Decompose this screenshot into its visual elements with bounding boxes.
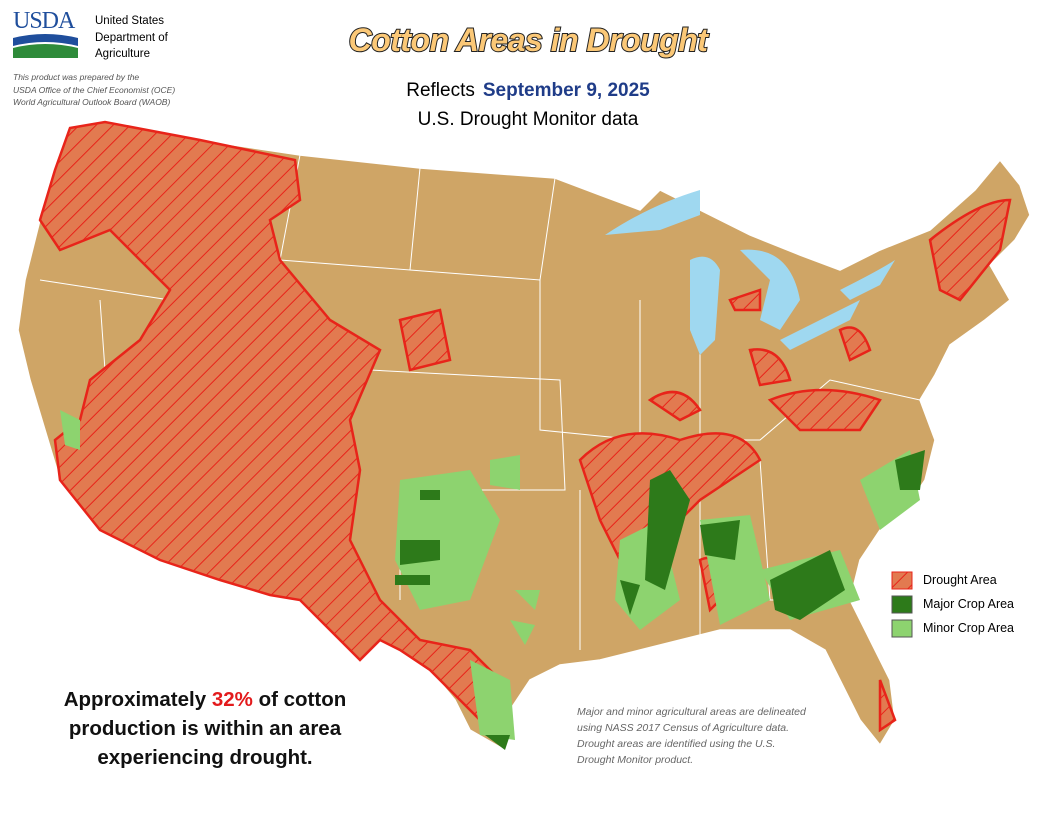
major-crop-areas bbox=[395, 450, 925, 750]
source: U.S. Drought Monitor data bbox=[417, 109, 639, 130]
agency: United States Department of Agriculture bbox=[95, 13, 168, 63]
swatch-minor bbox=[891, 619, 913, 638]
legend-label: Drought Area bbox=[923, 573, 997, 587]
lakes bbox=[230, 190, 895, 360]
legend-label: Major Crop Area bbox=[923, 597, 1015, 611]
summary: Approximately 32% of cotton production i… bbox=[40, 685, 370, 772]
agency-line: Department of bbox=[95, 31, 168, 44]
note: This product was prepared by the USDA Of… bbox=[13, 71, 175, 109]
agency-line: United States bbox=[95, 15, 165, 27]
reflects: Reflects bbox=[406, 80, 475, 101]
date: September 9, 2025 bbox=[482, 80, 650, 101]
swatch-major bbox=[891, 595, 913, 614]
summary-percent: 32% bbox=[211, 688, 253, 711]
legend-label: Minor Crop Area bbox=[923, 621, 1015, 635]
note-line: World Agricultural Outlook Board (WAOB) bbox=[13, 97, 171, 107]
agency-line: Agriculture bbox=[95, 48, 150, 60]
logo: USDA bbox=[13, 8, 75, 34]
summary-text: Approximately bbox=[63, 688, 207, 711]
subtitle: Reflects September 9, 2025 bbox=[0, 80, 1056, 102]
swatch-drought bbox=[891, 571, 913, 590]
footnote: Major and minor agricultural areas are d… bbox=[577, 706, 806, 766]
legend-swatches bbox=[891, 571, 913, 638]
summary-text: of cotton production is within an area e… bbox=[68, 688, 347, 769]
title: Cotton Areas in Drought bbox=[348, 21, 709, 59]
note-line: This product was prepared by the bbox=[13, 72, 140, 82]
note-line: USDA Office of the Chief Economist (OCE) bbox=[13, 84, 176, 95]
usda-logo-mark bbox=[13, 34, 78, 58]
